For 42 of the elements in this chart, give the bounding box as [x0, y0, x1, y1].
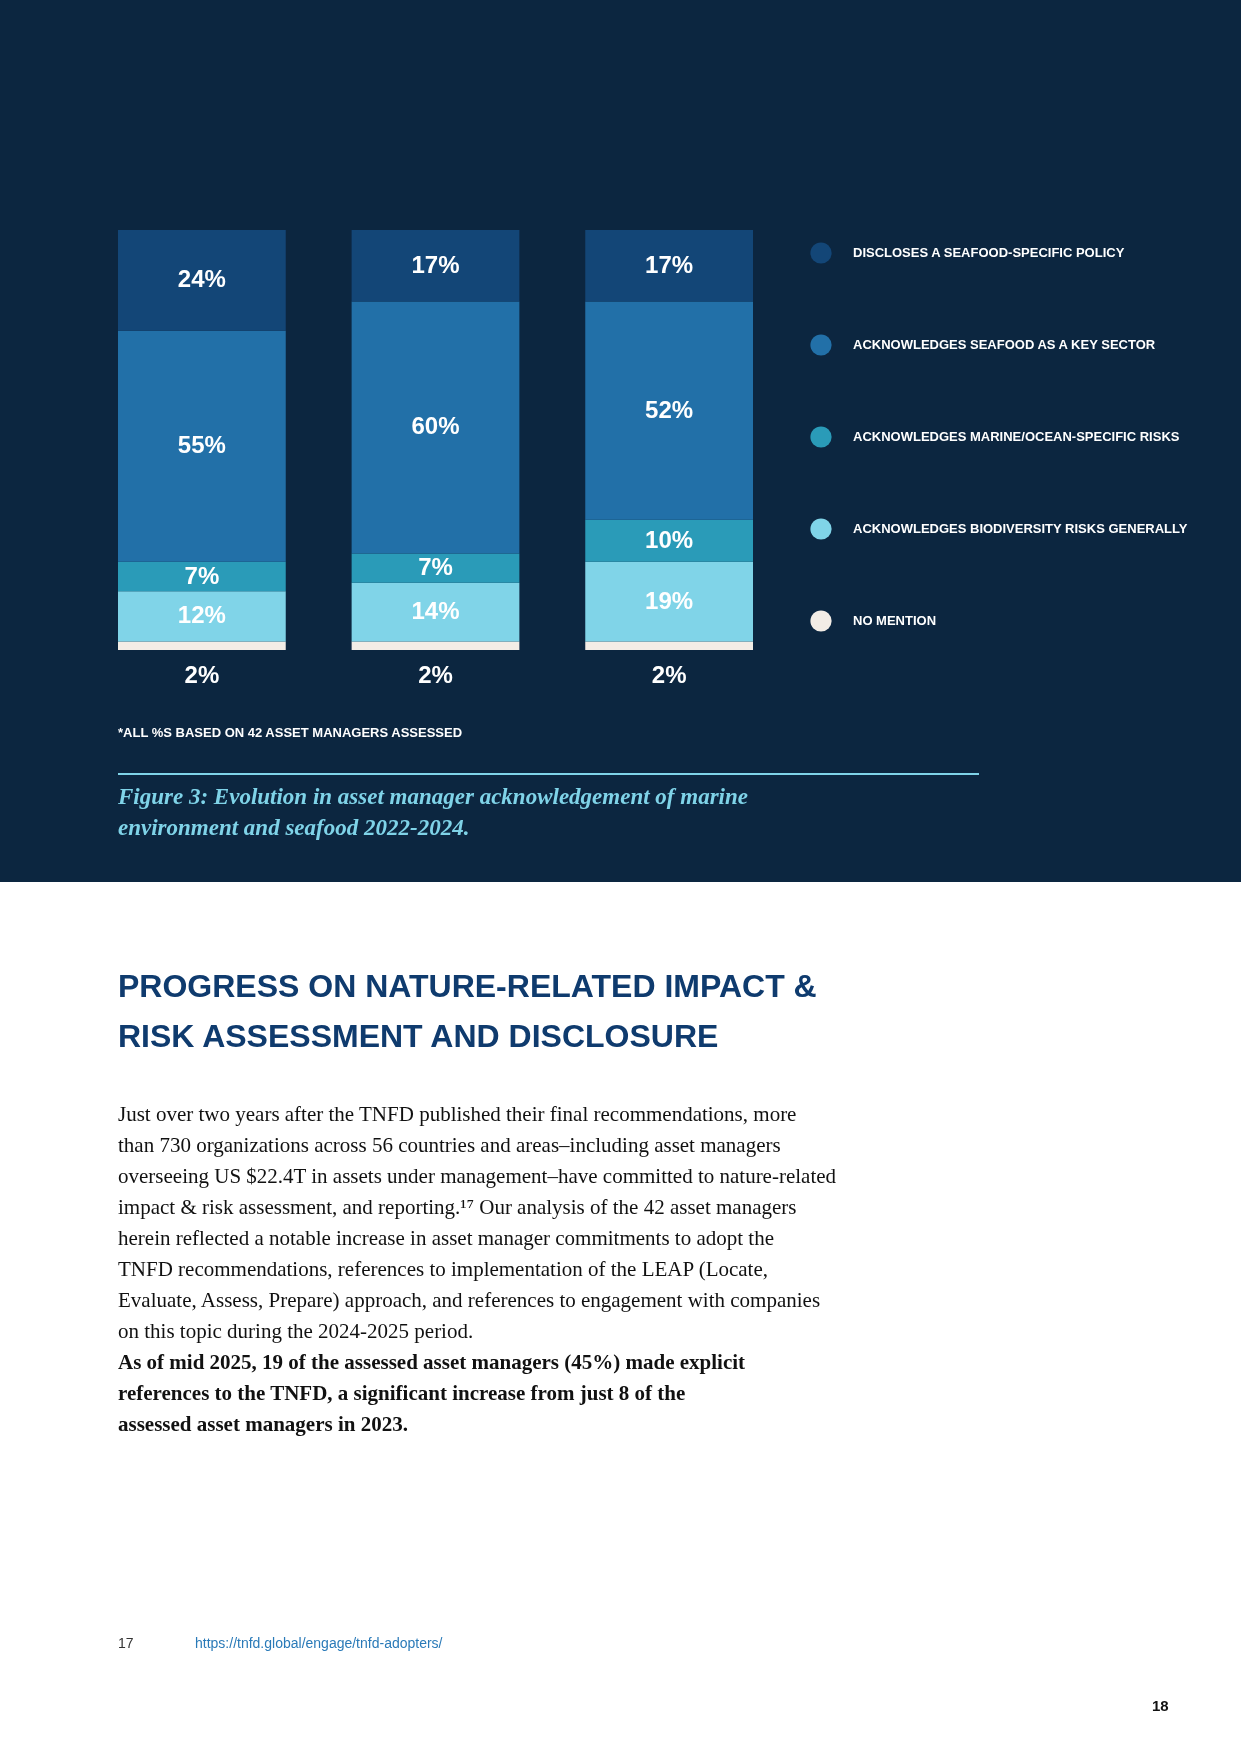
bar: [351, 641, 520, 650]
bar: [118, 561, 286, 592]
text: 18: [1152, 1697, 1169, 1714]
data-label: 7%: [418, 553, 453, 581]
bar: [585, 230, 753, 302]
data-label: 7%: [184, 561, 220, 589]
text: *ALL %S BASED ON 42 ASSET MANAGERS ASSESSED: [118, 725, 463, 740]
data-label: 60%: [411, 412, 460, 440]
text: 17 https://tnfd.global/engage/tnfd-adopters/: [118, 1635, 443, 1651]
legend-label: DISCLOSES A SEAFOOD-SPECIFIC POLICY: [853, 245, 1125, 260]
legend-label: ACKNOWLEDGES MARINE/OCEAN-SPECIFIC RISKS: [853, 429, 1180, 444]
data-label: 19%: [645, 586, 694, 614]
data-label: 2%: [418, 661, 453, 688]
legend-label: NO MENTION: [853, 613, 937, 628]
data-label: 10%: [645, 525, 694, 553]
bar: [118, 591, 286, 642]
text: Figure 3: Evolution in asset manager acknowledgement of marine environment and seafood 2022-2024.: [117, 784, 748, 840]
bar: [351, 553, 520, 583]
text: As of mid 2025, 19 of the assessed asset managers (45%) made explicit references to the TNFD, a significant increase from just 8 of the assessed asset managers in 2023.: [118, 1350, 746, 1436]
legend-label: ACKNOWLEDGES BIODIVERSITY RISKS GENERALLY: [853, 521, 1188, 536]
bar: [585, 519, 753, 562]
bar: [351, 582, 520, 642]
data-label: 55%: [177, 431, 226, 459]
bar: [118, 641, 286, 650]
data-label: 2%: [184, 661, 220, 688]
bar: [585, 641, 753, 650]
bar: [118, 230, 286, 331]
bar: [585, 561, 753, 642]
legend-label: ACKNOWLEDGES SEAFOOD AS A KEY SECTOR: [853, 337, 1156, 352]
data-label: 17%: [645, 250, 694, 278]
bar: [351, 230, 520, 302]
bar: [351, 301, 520, 554]
bar: [585, 301, 753, 520]
data-label: 12%: [177, 601, 226, 629]
data-label: 52%: [645, 395, 694, 423]
bar: [118, 330, 286, 562]
data-label: 17%: [411, 250, 460, 278]
text: PROGRESS ON NATURE-RELATED IMPACT & RISK ASSESSMENT AND DISCLOSURE: [118, 968, 817, 1054]
data-label: 24%: [177, 265, 226, 293]
text: Just over two years after the TNFD published their final recommendations, more than 730 organizations across 56 countries and areas–including asset managers overseeing US $22.4T in assets under management–have committed to nature-related impact & risk assessment, and reporting.¹⁷ Our analysis of the 42 asset managers herein reflected a notable increase in asset manager commitments to adopt the TNFD recommendations, references to implementation of the LEAP (Locate, Evaluate, Assess, Prepare) approach, and references to engagement with companies on this topic during the 2024-2025 period.: [118, 1102, 837, 1343]
data-label: 2%: [651, 661, 687, 688]
data-label: 14%: [411, 597, 460, 625]
